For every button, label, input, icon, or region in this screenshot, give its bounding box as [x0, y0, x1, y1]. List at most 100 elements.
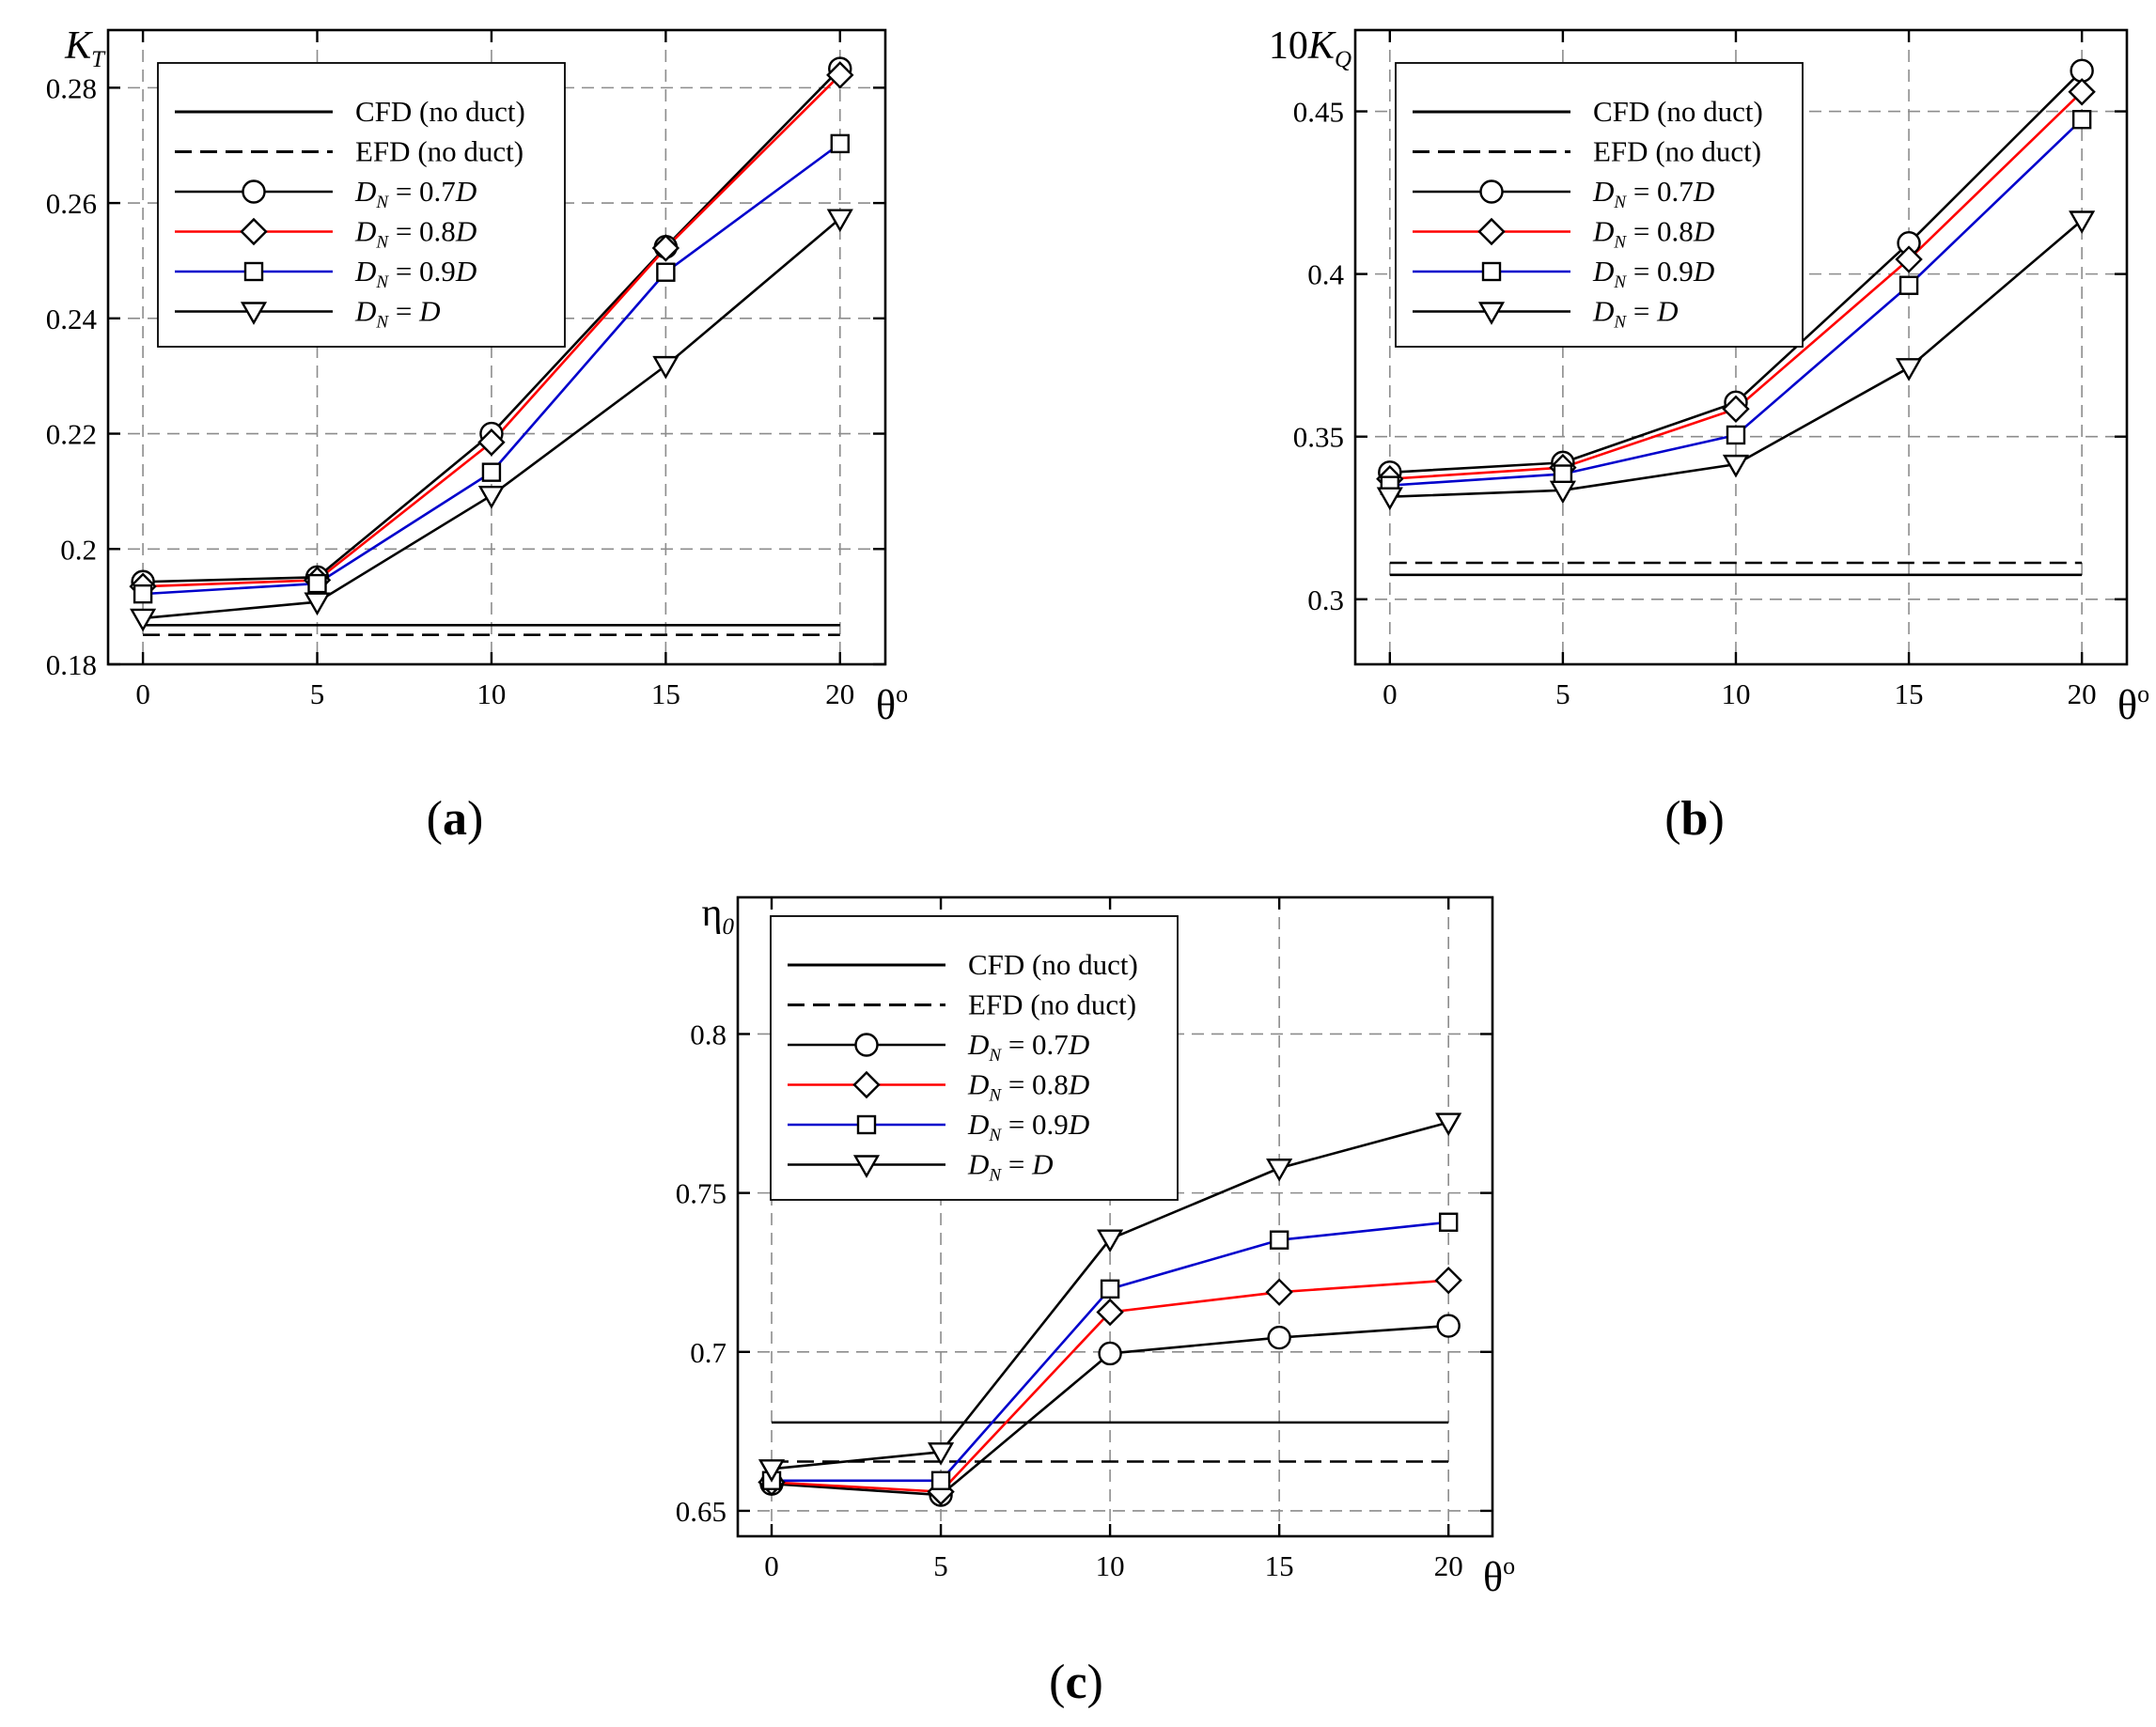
legend-label-var: D	[1592, 175, 1614, 208]
x-tick-label: 0	[1383, 677, 1398, 710]
legend-label-sub: N	[375, 233, 389, 253]
legend-label-var: D	[967, 1148, 989, 1181]
data-point-dn10	[1895, 358, 1923, 381]
legend-label-var: D	[1693, 175, 1714, 208]
y-axis-label: KT	[64, 24, 106, 72]
legend-label-sub: N	[375, 193, 389, 212]
x-tick-label: 5	[1555, 677, 1570, 710]
legend-label-sub: N	[988, 1046, 1002, 1066]
legend-label-sub: N	[1613, 313, 1627, 333]
panel-caption-close: )	[1708, 792, 1724, 846]
legend-label-rest: = 0.8	[1001, 1068, 1069, 1101]
y-tick-label: 0.4	[1307, 258, 1344, 291]
legend-label-var: D	[1592, 215, 1614, 248]
legend-label: DN = 0.8D	[1592, 215, 1714, 253]
x-axis-label-main: θ	[2117, 682, 2137, 728]
plot-frame	[736, 895, 1494, 1538]
data-point-dn10	[1549, 480, 1576, 505]
panel-caption-open: (	[1664, 792, 1680, 846]
legend-label-var: D	[1068, 1068, 1089, 1101]
data-point-dn09	[1438, 1212, 1459, 1232]
y-axis-label-main: η	[702, 892, 723, 935]
legend-label-var: D	[1592, 295, 1614, 328]
tick-labels: 0 5 10 15 20 0.3 0.35 0.4 0.45	[1293, 96, 2097, 710]
legend-label: DN = 0.8D	[967, 1068, 1089, 1106]
legend-label-rest: = 0.9	[1001, 1108, 1069, 1141]
x-axis-label: θo	[2117, 680, 2149, 728]
legend-marker	[1481, 261, 1502, 282]
legend-label-sub: N	[375, 272, 389, 292]
panel-caption-close: )	[1087, 1656, 1103, 1709]
legend-marker	[852, 1155, 881, 1178]
legend-marker	[243, 261, 264, 282]
legend-label: EFD (no duct)	[968, 988, 1136, 1021]
legend-label-var: D	[967, 1108, 989, 1141]
legend-label: CFD (no duct)	[1593, 95, 1763, 128]
data-point-dn10	[130, 608, 157, 632]
legend-label: DN = 0.7D	[1592, 175, 1714, 212]
data-point-dn07	[1436, 1314, 1461, 1338]
legend-label: CFD (no duct)	[355, 95, 525, 128]
data-point-dn09	[1269, 1230, 1289, 1250]
data-point-dn09	[133, 583, 153, 604]
data-point-dn09	[1898, 275, 1919, 295]
legend-label-text: EFD (no duct)	[1593, 135, 1761, 168]
x-axis-label-sup: o	[2137, 680, 2149, 708]
y-tick-label: 0.65	[676, 1495, 726, 1528]
data-point-dn07	[1098, 1341, 1122, 1366]
legend-label: EFD (no duct)	[1593, 135, 1761, 168]
data-point-dn10	[1435, 1112, 1462, 1136]
legend-label-rest: = 0.8	[1626, 215, 1694, 248]
legend-label: DN = D	[967, 1148, 1053, 1186]
y-axis-label-main: K	[1307, 24, 1336, 68]
ticks	[738, 897, 1492, 1536]
legend-label-sub: N	[1613, 193, 1627, 212]
tick-labels: 0 5 10 15 20 0.65 0.7 0.75 0.8	[676, 1018, 1463, 1582]
legend-label-var: D	[455, 175, 477, 208]
x-axis-label-sup: o	[1503, 1552, 1515, 1579]
x-tick-label: 20	[2068, 677, 2097, 710]
y-axis-label-sub: 0	[723, 914, 735, 940]
x-tick-label: 15	[1895, 677, 1924, 710]
data-point-dn08	[477, 428, 506, 457]
legend-label-rest: =	[388, 295, 419, 328]
panel-caption-open: (	[427, 792, 443, 846]
data-point-dn09	[1726, 425, 1746, 445]
x-tick-label: 20	[825, 677, 854, 710]
x-tick-label: 10	[1096, 1549, 1125, 1582]
y-tick-label: 0.24	[46, 303, 98, 335]
panel-caption: (a)	[427, 792, 484, 846]
data-point-dn07	[1267, 1325, 1291, 1350]
y-tick-label: 0.28	[46, 71, 97, 104]
legend-marker	[1477, 217, 1506, 246]
legend-label-var: D	[967, 1028, 989, 1061]
legend-marker	[240, 302, 268, 325]
panel-caption-close: )	[467, 792, 483, 846]
data-point-dn08	[1895, 245, 1923, 273]
legend-marker	[852, 1070, 881, 1099]
y-tick-label: 0.45	[1293, 96, 1344, 129]
x-tick-label: 5	[933, 1549, 948, 1582]
legend-label-rest: =	[1626, 295, 1657, 328]
data-point-dn10	[1097, 1229, 1124, 1253]
data-point-dn10	[826, 209, 853, 233]
legend-label-var: D	[1068, 1108, 1089, 1141]
legend-label-text: EFD (no duct)	[968, 988, 1136, 1021]
data-point-dn09	[2071, 109, 2092, 130]
legend-label: DN = D	[1592, 295, 1678, 333]
legend-label-var: D	[354, 295, 376, 328]
legend-marker	[854, 1033, 879, 1057]
x-tick-label: 5	[310, 677, 325, 710]
legend-label-rest: = 0.9	[388, 255, 456, 288]
data-point-dn08	[2068, 78, 2096, 106]
legend-label: DN = 0.9D	[354, 255, 477, 292]
legend-label-sub: N	[988, 1086, 1002, 1106]
plot-frame	[106, 28, 887, 666]
y-tick-label: 0.35	[1293, 421, 1344, 454]
legend-box	[157, 62, 566, 348]
